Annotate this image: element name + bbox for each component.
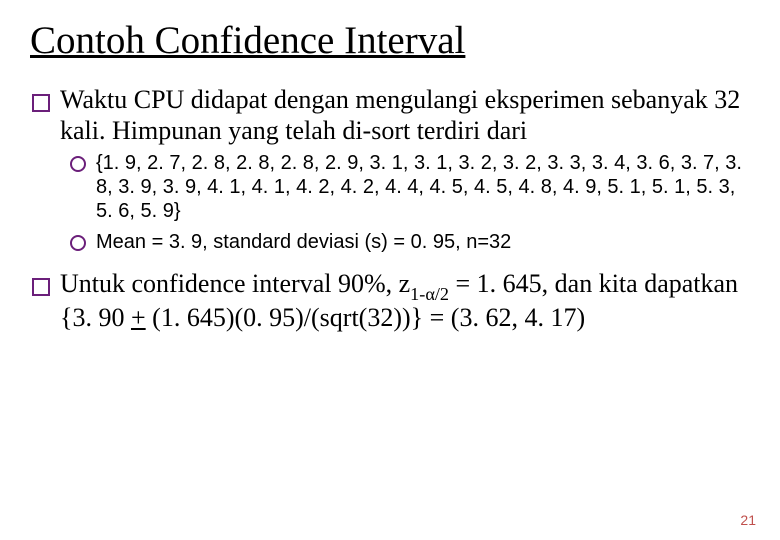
plus-minus-icon: + <box>131 303 146 332</box>
sub-bullet-2: Mean = 3. 9, standard deviasi (s) = 0. 9… <box>70 231 750 255</box>
sub-bullets-group: {1. 9, 2. 7, 2. 8, 2. 8, 2. 8, 2. 9, 3. … <box>70 152 750 254</box>
b2-pre: Untuk confidence interval 90%, z <box>60 269 410 298</box>
sub-bullet-1-text: {1. 9, 2. 7, 2. 8, 2. 8, 2. 8, 2. 9, 3. … <box>96 152 750 223</box>
square-bullet-icon <box>32 94 50 112</box>
b2-subscript: 1-α/2 <box>410 284 449 304</box>
page-number: 21 <box>740 512 756 528</box>
b2-sub-pre: 1- <box>410 284 425 304</box>
bullet-2-text: Untuk confidence interval 90%, z1-α/2 = … <box>60 269 750 334</box>
square-bullet-icon <box>32 278 50 296</box>
bullet-1-text: Waktu CPU didapat dengan mengulangi eksp… <box>60 85 750 146</box>
circle-bullet-icon <box>70 156 86 172</box>
slide-body: Waktu CPU didapat dengan mengulangi eksp… <box>30 85 750 334</box>
sub-bullet-2-text: Mean = 3. 9, standard deviasi (s) = 0. 9… <box>96 231 511 255</box>
bullet-2: Untuk confidence interval 90%, z1-α/2 = … <box>30 269 750 334</box>
alpha-icon: α <box>425 284 435 304</box>
slide-title: Contoh Confidence Interval <box>30 18 750 63</box>
slide-container: Contoh Confidence Interval Waktu CPU did… <box>0 0 780 540</box>
b2-sub-post: /2 <box>435 284 449 304</box>
bullet-1: Waktu CPU didapat dengan mengulangi eksp… <box>30 85 750 146</box>
sub-bullet-1: {1. 9, 2. 7, 2. 8, 2. 8, 2. 8, 2. 9, 3. … <box>70 152 750 223</box>
circle-bullet-icon <box>70 235 86 251</box>
b2-post: (1. 645)(0. 95)/(sqrt(32))} = (3. 62, 4.… <box>146 303 585 332</box>
